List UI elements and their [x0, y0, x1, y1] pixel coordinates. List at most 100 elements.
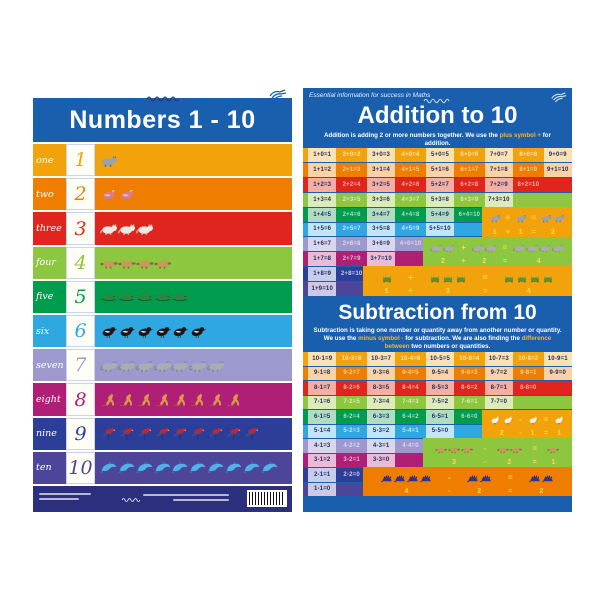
- subtraction-cell: 6-2=4: [337, 410, 366, 424]
- equation-number: 2: [539, 487, 544, 495]
- crocodile-icon: [100, 284, 118, 309]
- addition-row: 1+2=3 2+2=4 3+2=5 4+2=6 5+2=7 6+2=8 7+2=9 8+2=1…: [303, 177, 572, 192]
- addition-cell: 1+7=8: [308, 252, 337, 267]
- addition-cell: 3+0=3: [366, 148, 396, 162]
- maths-footer: [303, 496, 572, 512]
- ringtail-possum-icon: [153, 353, 172, 378]
- equation-number: 4: [404, 487, 409, 495]
- addition-cell: 8+2=10: [514, 177, 543, 192]
- magpie-icon: [171, 319, 189, 344]
- subtraction-cell: 10-2=8: [337, 352, 366, 366]
- dolphin-icon: [242, 455, 261, 480]
- subtitle-text: for addition.: [424, 132, 551, 148]
- addition-cell: 4+5=9: [396, 222, 425, 237]
- addition-cell: 1+3=4: [308, 192, 337, 207]
- equation-group: 4: [380, 468, 432, 495]
- operator-label: -: [448, 487, 451, 495]
- subtraction-row: 6-1=5 6-2=4 6-3=3 6-4=2 6-5=1 6-6=0: [303, 410, 572, 424]
- subtraction-cell: 6-6=0: [455, 410, 484, 424]
- brand-logo-icon: [146, 89, 180, 107]
- operator-glyph: +: [408, 272, 414, 282]
- equation-group: 3: [429, 267, 467, 295]
- operator-glyph: +: [461, 243, 466, 253]
- animal-strip: [95, 280, 292, 314]
- ringtail-possum-icon: [443, 243, 455, 253]
- magpie-icon: [100, 319, 118, 344]
- animal-strip: [95, 246, 292, 279]
- platypus-icon: [135, 250, 154, 275]
- equation-number: 4: [536, 258, 541, 266]
- addition-cell: 4+0=4: [396, 148, 425, 162]
- equation-group: 2: [489, 411, 514, 437]
- addition-cell: 6+0=6: [455, 148, 484, 162]
- numbers-row: nine 9: [33, 417, 292, 450]
- subtraction-cell: 10-1=9: [308, 352, 337, 366]
- dolphin-icon: [189, 455, 207, 480]
- wombat-icon: [515, 213, 527, 223]
- subtraction-row: 10-1=9 10-2=8 10-3=7 10-4=6 10-5=5 10-6=4 10-7…: [303, 352, 572, 366]
- ringtail-possum-icon: [513, 243, 525, 253]
- equation-animals: [528, 468, 554, 488]
- frog-icon: [542, 273, 554, 283]
- subtitle-text: for subtraction. We are also finding the: [403, 335, 522, 343]
- equation-animals: [381, 267, 393, 288]
- subtraction-cell: 9-8=1: [514, 366, 543, 380]
- platypus-icon: [461, 444, 473, 454]
- equation-animals: [515, 208, 527, 229]
- addition-title: Addition to 10: [357, 102, 518, 129]
- subtraction-cell: 6-1=5: [308, 410, 337, 424]
- subtraction-cell: 9-5=4: [425, 366, 455, 380]
- bird-logo-icon: [268, 88, 288, 106]
- possum-icon: [100, 216, 118, 241]
- cockatoo-icon: [553, 415, 565, 425]
- magpie-icon: [154, 319, 172, 344]
- addition-cell: 1+6=7: [308, 237, 337, 252]
- dolphin-icon: [207, 455, 225, 480]
- equation-animals: [380, 468, 432, 488]
- echidna-icon: [419, 473, 432, 483]
- equation-operator: = =: [532, 439, 537, 466]
- subtraction-cell: 9-7=2: [484, 366, 514, 380]
- equation-group: 1: [547, 439, 560, 466]
- addition-picture-equation: 1 + +3 = = 4: [362, 266, 572, 296]
- addition-cell: 1+0=1: [308, 148, 337, 162]
- frog-icon: [503, 273, 515, 283]
- operator-glyph: -: [448, 473, 451, 483]
- equation-group: 1: [489, 208, 501, 236]
- subtraction-cell: 8-1=7: [308, 381, 337, 395]
- subtraction-cell: 10-7=3: [484, 352, 514, 366]
- equation-animals: [471, 238, 497, 259]
- subtraction-cell: 6-4=2: [396, 410, 425, 424]
- equation-operator: = =: [483, 267, 488, 295]
- addition-cell: 2+1=3: [337, 162, 366, 177]
- subtraction-cell: 4-2=2: [337, 439, 366, 453]
- kangaroo-icon: [154, 387, 172, 412]
- equation-group: 2: [528, 468, 554, 495]
- numeral-cell: 8: [66, 383, 95, 416]
- subtraction-cell: 5-4=1: [396, 424, 425, 438]
- kangaroo-icon: [118, 387, 136, 412]
- equation-number: 4: [526, 287, 531, 295]
- operator-label: +: [408, 287, 413, 295]
- crocodile-icon: [171, 284, 189, 309]
- numbers-row: four 4: [33, 246, 292, 279]
- subtitle-text: Subtraction is taking one number or quan…: [313, 327, 562, 343]
- echidna-icon: [406, 473, 419, 483]
- numeral-cell: 4: [66, 246, 95, 279]
- subtitle-text: two numbers or quantities.: [409, 343, 491, 351]
- addition-cell: 7+1=8: [484, 162, 514, 177]
- operator-glyph: -: [519, 415, 522, 425]
- subtraction-cell: 3-3=0: [366, 453, 396, 467]
- subtraction-cell: 9-3=6: [366, 366, 396, 380]
- equation-operator: + +: [461, 238, 466, 266]
- subtraction-cell: 4-4=0: [396, 439, 425, 453]
- addition-cell: 1+9=10: [308, 282, 337, 297]
- equation-group: 1: [553, 411, 565, 437]
- brand-logo-icon: [423, 91, 453, 109]
- number-word: eight: [33, 383, 66, 416]
- addition-cell: 8+1=9: [514, 162, 543, 177]
- equation-animals: [435, 439, 473, 459]
- frog-icon: [529, 273, 541, 283]
- crocodile-icon: [136, 284, 154, 309]
